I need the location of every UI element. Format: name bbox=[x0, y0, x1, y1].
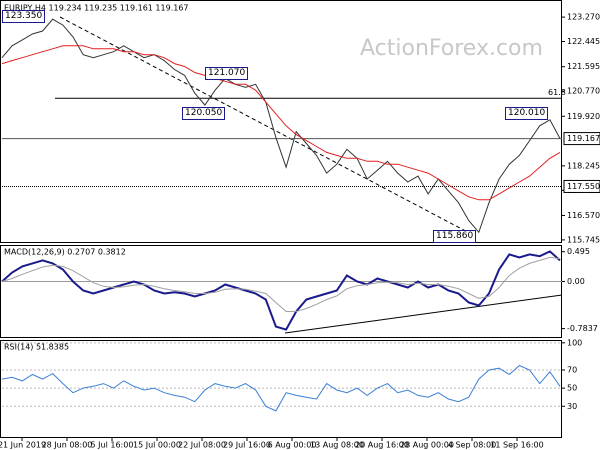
fib-label: 61.8 bbox=[548, 88, 566, 97]
y-tick-label: 123.270 bbox=[567, 13, 600, 22]
annotation: 120.050 bbox=[182, 107, 226, 120]
y-tick-label: 120.770 bbox=[567, 87, 600, 96]
rsi-panel-frame bbox=[0, 340, 562, 438]
support-label: 117.550 bbox=[567, 182, 600, 191]
x-tick-label: 29 Jul 16:00 bbox=[223, 441, 271, 450]
y-tick-label: -0.7837 bbox=[567, 324, 598, 333]
x-tick-label: 22 Jul 08:00 bbox=[178, 441, 226, 450]
y-tick-label: 0.00 bbox=[567, 277, 585, 286]
x-tick-label: 6 Aug 00:00 bbox=[268, 441, 317, 450]
main-title: EURJPY,H4 119.234 119.235 119.161 119.16… bbox=[4, 4, 189, 13]
y-tick-label: 115.745 bbox=[567, 235, 600, 244]
annotation: 121.070 bbox=[205, 67, 249, 80]
series-line bbox=[1, 45, 561, 201]
x-tick-label: 11 Sep 16:00 bbox=[490, 441, 543, 450]
price-label: 119.167 bbox=[567, 134, 600, 143]
x-tick-label: 13 Aug 08:00 bbox=[310, 441, 364, 450]
macd-title: MACD(12,26,9) 0.2707 0.3812 bbox=[4, 248, 126, 257]
main-panel-frame bbox=[0, 0, 562, 243]
x-tick-label: 4 Sep 08:00 bbox=[448, 441, 496, 450]
series-line bbox=[1, 364, 561, 412]
watermark: ActionForex.com bbox=[360, 36, 543, 61]
annotation: 115.860 bbox=[433, 230, 477, 243]
y-tick-label: 70 bbox=[567, 366, 577, 375]
x-tick-label: 28 Aug 00:00 bbox=[400, 441, 454, 450]
y-tick-label: 30 bbox=[567, 402, 577, 411]
macd-panel-frame bbox=[0, 245, 562, 338]
x-tick-label: 5 Jul 16:00 bbox=[91, 441, 134, 450]
y-tick-label: 0.495 bbox=[567, 247, 590, 256]
series-line bbox=[1, 250, 561, 331]
annotation: 123.350 bbox=[2, 10, 46, 23]
annotation: 120.010 bbox=[505, 107, 549, 120]
y-tick-label: 121.595 bbox=[567, 62, 600, 71]
macd-trend-line bbox=[284, 294, 563, 334]
series-line bbox=[1, 18, 561, 234]
x-tick-label: 21 Jun 2019 bbox=[0, 441, 46, 450]
series-line bbox=[1, 256, 561, 312]
y-tick-label: 118.245 bbox=[567, 161, 600, 170]
price-box bbox=[563, 132, 600, 146]
y-tick-label: 116.570 bbox=[567, 211, 600, 220]
x-tick-label: 20 Aug 16:00 bbox=[355, 441, 409, 450]
y-tick-label: 100 bbox=[567, 338, 582, 347]
rsi-title: RSI(14) 51.8385 bbox=[4, 343, 69, 352]
x-tick-label: 15 Jul 00:00 bbox=[133, 441, 181, 450]
trend-line bbox=[59, 16, 476, 237]
x-tick-label: 28 Jun 08:00 bbox=[42, 441, 93, 450]
y-tick-label: 119.920 bbox=[567, 112, 600, 121]
support-box bbox=[563, 179, 600, 193]
y-tick-label: 122.445 bbox=[567, 37, 600, 46]
y-tick-label: 50 bbox=[567, 384, 577, 393]
